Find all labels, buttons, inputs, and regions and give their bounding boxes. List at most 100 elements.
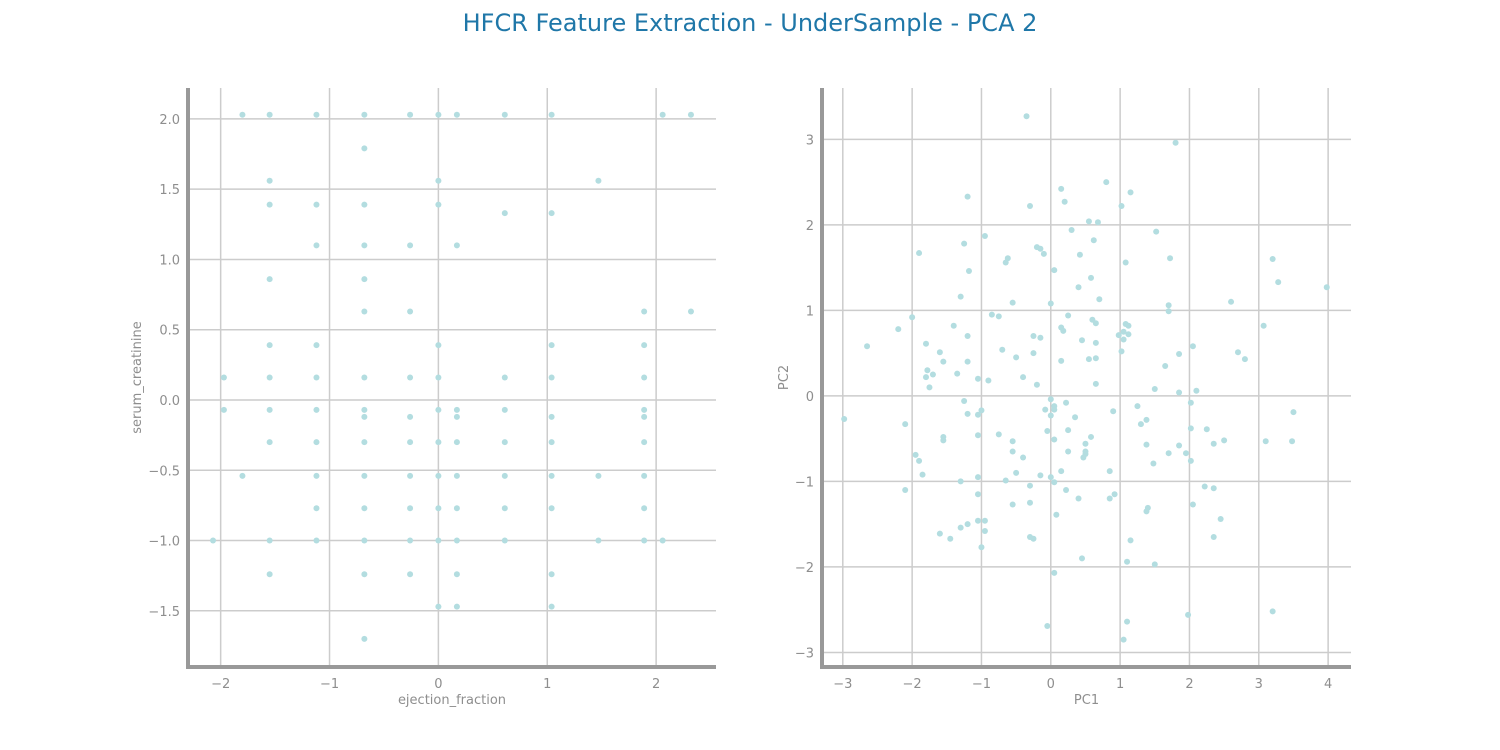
data-point	[313, 242, 320, 249]
data-point	[266, 276, 273, 283]
data-point	[266, 537, 273, 544]
y-axis-label: PC2	[777, 365, 792, 390]
data-point	[361, 308, 368, 315]
data-point	[435, 472, 442, 479]
data-point	[1009, 438, 1016, 445]
data-point	[361, 505, 368, 512]
data-point	[548, 111, 555, 118]
data-point	[974, 375, 981, 382]
data-point	[957, 478, 964, 485]
y-tick-label: −1	[795, 475, 814, 490]
data-point	[988, 311, 995, 318]
x-tick-label: −3	[833, 677, 852, 692]
data-point	[1092, 339, 1099, 346]
data-point	[1187, 399, 1194, 406]
data-point	[961, 398, 968, 405]
data-point	[1151, 386, 1158, 393]
data-point	[1026, 482, 1033, 489]
data-point	[1262, 438, 1269, 445]
data-point	[961, 240, 968, 247]
data-point	[1165, 302, 1172, 309]
data-point	[1127, 537, 1134, 544]
data-point	[1053, 511, 1060, 518]
data-point	[435, 177, 442, 184]
data-point	[1051, 479, 1058, 486]
data-point	[239, 111, 246, 118]
data-point	[1002, 259, 1009, 266]
data-point	[1051, 436, 1058, 443]
data-point	[1051, 406, 1058, 413]
data-point	[407, 472, 414, 479]
data-point	[954, 370, 961, 377]
data-point	[659, 537, 666, 544]
data-point	[1063, 399, 1070, 406]
data-point	[501, 472, 508, 479]
data-point	[1037, 334, 1044, 341]
data-point	[453, 505, 460, 512]
data-point	[995, 431, 1002, 438]
y-tick-label: 1.0	[159, 253, 180, 268]
data-point	[1210, 485, 1217, 492]
x-tick-label: 1	[1116, 677, 1124, 692]
data-point	[313, 201, 320, 208]
data-point	[313, 439, 320, 446]
data-point	[1068, 226, 1075, 233]
data-point	[453, 406, 460, 413]
data-point	[1030, 350, 1037, 357]
data-point	[1037, 245, 1044, 252]
data-point	[453, 242, 460, 249]
data-point	[1151, 561, 1158, 568]
data-point	[916, 250, 923, 257]
data-point	[453, 413, 460, 420]
data-point	[595, 472, 602, 479]
data-point	[1020, 374, 1027, 381]
data-point	[501, 111, 508, 118]
data-point	[548, 439, 555, 446]
data-point	[1078, 337, 1085, 344]
data-point	[1323, 284, 1330, 291]
data-point	[1085, 356, 1092, 363]
data-point	[266, 439, 273, 446]
data-point	[641, 374, 648, 381]
data-point	[1106, 468, 1113, 475]
data-point	[1269, 608, 1276, 615]
data-point	[1290, 409, 1297, 416]
data-point	[1076, 251, 1083, 258]
data-point	[1090, 237, 1097, 244]
data-point	[922, 374, 929, 381]
x-tick-label: 4	[1324, 677, 1332, 692]
x-tick-label: 3	[1255, 677, 1263, 692]
data-point	[361, 439, 368, 446]
data-point	[361, 635, 368, 642]
data-point	[1065, 312, 1072, 319]
data-point	[1210, 440, 1217, 447]
data-point	[548, 472, 555, 479]
data-point	[407, 439, 414, 446]
data-point	[361, 472, 368, 479]
data-point	[435, 374, 442, 381]
data-point	[1065, 448, 1072, 455]
data-point	[595, 177, 602, 184]
data-point	[929, 371, 936, 378]
data-point	[313, 406, 320, 413]
data-point	[957, 524, 964, 531]
data-point	[641, 342, 648, 349]
data-point	[361, 571, 368, 578]
data-point	[1080, 454, 1087, 461]
data-point	[361, 145, 368, 152]
data-point	[266, 406, 273, 413]
data-point	[974, 432, 981, 439]
x-tick-label: −1	[972, 677, 991, 692]
data-point	[220, 406, 227, 413]
data-point	[641, 439, 648, 446]
data-point	[1210, 534, 1217, 541]
data-point	[1111, 491, 1118, 498]
data-point	[1143, 416, 1150, 423]
data-point	[940, 437, 947, 444]
data-point	[1165, 450, 1172, 457]
data-point	[912, 451, 919, 458]
data-point	[1013, 469, 1020, 476]
data-point	[1094, 219, 1101, 226]
data-point	[407, 242, 414, 249]
data-point	[1176, 350, 1183, 357]
